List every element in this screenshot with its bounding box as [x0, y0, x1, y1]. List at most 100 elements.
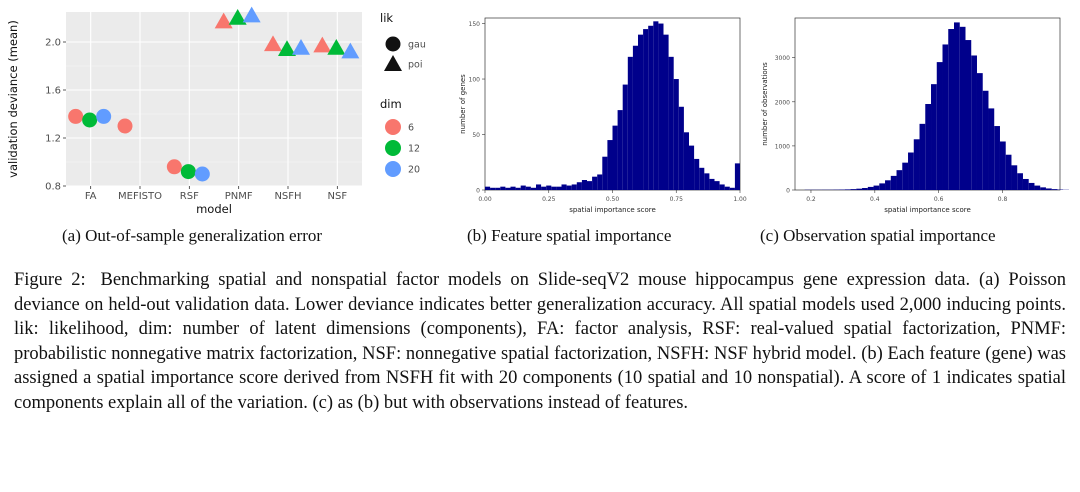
histogram-bar — [520, 185, 526, 190]
histogram-bar — [942, 44, 949, 190]
histogram-bar — [714, 181, 720, 190]
histogram-bar — [948, 29, 954, 191]
histogram-bar — [627, 56, 633, 190]
histogram-bar — [612, 125, 618, 190]
scatter-chart-a: 0.8 1.2 1.6 2.0 FA MEFISTO RSF PNMF NSFH NSF model… — [6, 6, 426, 216]
caption-a: (a) Out-of-sample generalization error — [62, 226, 323, 245]
histogram-bar — [617, 110, 623, 190]
histogram-bar — [658, 23, 664, 191]
panel-a: 0.8 1.2 1.6 2.0 FA MEFISTO RSF PNMF NSFH NSF model… — [0, 0, 440, 220]
histogram-bar — [515, 187, 521, 190]
histogram-bar — [925, 104, 932, 190]
caption-c: (c) Observation spatial importance — [760, 226, 996, 245]
y-tick-label: 150 — [469, 21, 481, 28]
histogram-bar — [994, 126, 1000, 190]
histogram-bar — [556, 186, 562, 190]
histogram-bar — [490, 187, 496, 190]
histogram-bar — [648, 25, 654, 190]
histogram-bar — [505, 187, 511, 190]
histogram-bar — [1017, 173, 1023, 190]
x-tick-label: 0.25 — [542, 196, 556, 203]
x-tick-label: MEFISTO — [118, 191, 162, 202]
x-tick-label: 0.50 — [606, 196, 620, 203]
histogram-bar — [1040, 187, 1046, 190]
histogram-bar — [587, 181, 593, 190]
histogram-bar — [734, 163, 740, 190]
histogram-bar — [653, 21, 659, 190]
histogram-bar — [683, 132, 689, 190]
legend-lik-key — [384, 55, 402, 71]
histogram-bar — [602, 156, 608, 190]
x-axis-title: spatial importance score — [884, 206, 971, 214]
y-tick-label: 3000 — [775, 55, 790, 62]
histogram-bar — [663, 34, 669, 191]
data-point — [242, 6, 261, 23]
legend-dim-label: 20 — [408, 165, 420, 176]
histogram-bar — [719, 184, 725, 190]
histogram-bar — [1028, 182, 1035, 190]
data-point — [68, 108, 84, 124]
histogram-bar — [678, 106, 684, 190]
x-tick-label: NSF — [328, 191, 348, 202]
histogram-bar — [643, 29, 649, 191]
histogram-bar — [500, 186, 506, 190]
histogram-bar — [668, 56, 674, 190]
data-point — [194, 166, 210, 182]
caption-b: (b) Feature spatial importance — [467, 226, 672, 245]
histogram-bar — [971, 55, 977, 190]
x-tick-label: NSFH — [274, 191, 301, 202]
legend-dim-title: dim — [380, 97, 402, 111]
histogram-bar — [919, 123, 926, 190]
histogram-bar — [931, 84, 937, 190]
histogram-chart-c: 0 1000 2000 3000 0.2 0.4 0.6 0.8 spatial importa… — [761, 17, 1069, 214]
data-point — [327, 39, 346, 55]
histogram-bar — [566, 185, 572, 190]
y-tick-label: 1000 — [775, 143, 790, 150]
histogram-bar — [607, 140, 613, 190]
histogram-bar — [856, 188, 863, 190]
histogram-bar — [1005, 154, 1012, 190]
x-tick-label: 1.00 — [733, 196, 747, 203]
x-tick-label: 0.6 — [934, 196, 944, 203]
histogram-bar — [576, 182, 582, 190]
histogram-bar — [908, 152, 914, 190]
histogram-bar — [885, 180, 891, 190]
histogram-bar — [913, 139, 920, 190]
y-tick-label: 2000 — [775, 99, 790, 106]
histogram-bar — [673, 79, 679, 190]
y-tick-label: 1.6 — [45, 86, 61, 97]
figure-caption-text: Benchmarking spatial and nonspatial fact… — [14, 270, 1066, 413]
legend-dim-key — [385, 140, 401, 156]
data-point — [96, 108, 112, 124]
x-tick-label: 0.75 — [670, 196, 684, 203]
x-tick-label: 0.2 — [806, 196, 816, 203]
histogram-bar — [689, 145, 695, 190]
histogram-bar — [1011, 165, 1018, 190]
y-tick-label: 0 — [476, 188, 480, 195]
histogram-bar — [571, 184, 577, 190]
histogram-bar — [699, 167, 705, 190]
x-tick-label: RSF — [180, 191, 199, 202]
data-point — [278, 40, 296, 56]
histogram-bar — [638, 34, 644, 191]
histogram-bar — [709, 178, 715, 190]
histogram-bar — [890, 175, 897, 190]
histogram-bar — [536, 184, 542, 190]
histogram-bar — [867, 186, 874, 190]
figure-label: Figure 2: — [14, 270, 86, 290]
histogram-bar — [510, 186, 516, 190]
histogram-bar — [954, 22, 960, 190]
histogram-bar — [982, 90, 989, 190]
histogram-bar — [965, 40, 972, 190]
legend-dim-key — [385, 161, 401, 177]
histogram-bar — [729, 187, 735, 190]
data-point — [214, 12, 233, 29]
y-tick-label: 50 — [472, 132, 480, 139]
histogram-bar — [592, 176, 598, 190]
histogram-bar — [546, 185, 552, 190]
histogram-bar — [551, 186, 557, 190]
y-tick-label: 1.2 — [45, 134, 61, 145]
histogram-bar — [999, 141, 1006, 190]
y-tick-label: 0 — [786, 188, 790, 195]
legend-lik-label: gau — [408, 40, 426, 51]
